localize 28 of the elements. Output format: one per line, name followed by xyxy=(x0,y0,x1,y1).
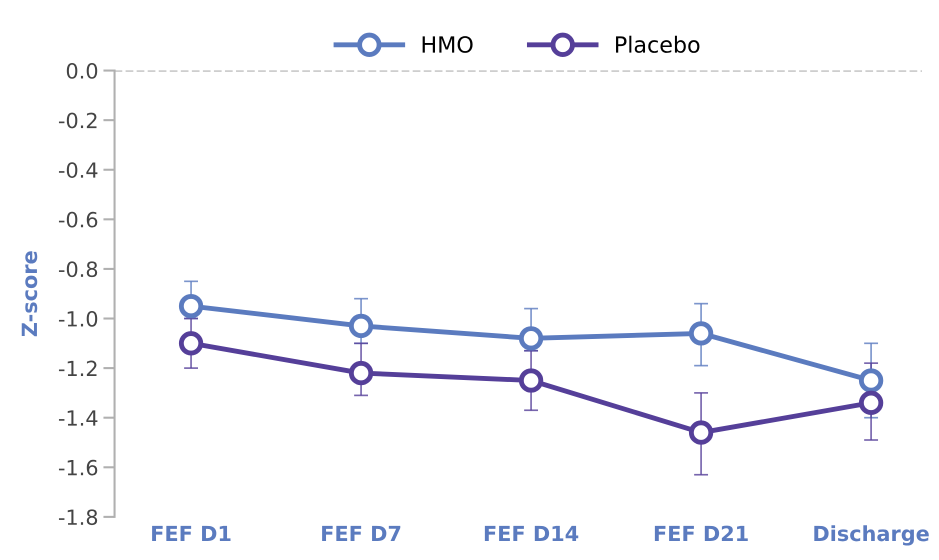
y-tick-label: -1.0 xyxy=(58,310,98,327)
x-tick-label: FEF D21 xyxy=(654,526,748,542)
point xyxy=(688,321,714,346)
point xyxy=(858,368,884,393)
x-tick-label: FEF D1 xyxy=(152,526,230,542)
y-axis-title: Z-score xyxy=(22,251,38,336)
y-tick-label: -1.6 xyxy=(58,460,98,476)
x-tick-label: Discharge xyxy=(814,525,929,546)
y-tick-label: -1.8 xyxy=(58,509,98,526)
y-tick-label: -0.4 xyxy=(58,162,98,178)
y-tick-label: -0.8 xyxy=(58,261,98,278)
point xyxy=(688,420,714,445)
y-tick-label: -1.4 xyxy=(58,410,98,426)
x-tick-label: FEF D14 xyxy=(484,526,578,542)
point xyxy=(178,331,204,356)
point xyxy=(858,390,884,415)
y-tick-label: -0.6 xyxy=(58,212,98,228)
y-tick-label: -0.2 xyxy=(58,112,96,128)
y-tick-label: 0.0 xyxy=(66,63,98,79)
point xyxy=(348,360,374,386)
y-tick-label: -1.2 xyxy=(58,360,96,376)
legend-label: HMO xyxy=(422,36,473,53)
point xyxy=(518,326,544,351)
point xyxy=(178,294,204,318)
point xyxy=(348,314,374,338)
point xyxy=(518,368,544,393)
x-tick-label: FEF D7 xyxy=(322,526,400,542)
legend-label: Placebo xyxy=(616,36,700,53)
